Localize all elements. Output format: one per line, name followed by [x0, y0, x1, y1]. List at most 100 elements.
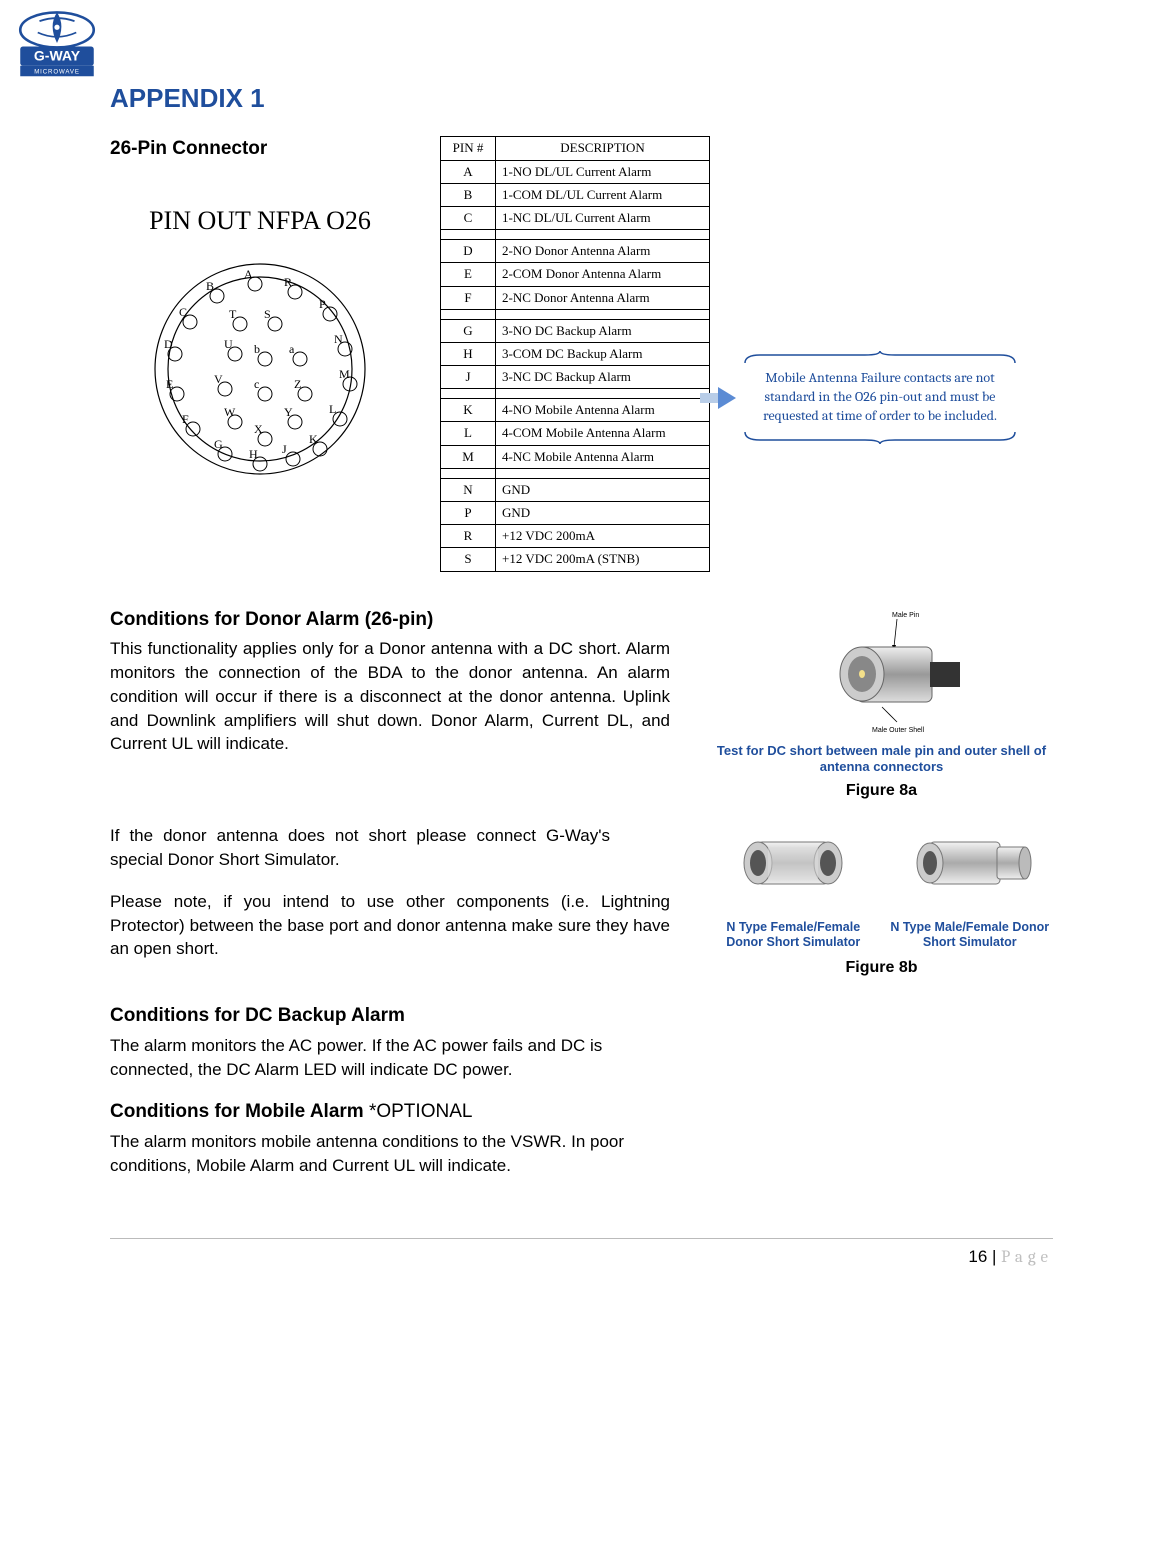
- desc-cell: 1-COM DL/UL Current Alarm: [496, 183, 710, 206]
- desc-cell: GND: [496, 502, 710, 525]
- desc-cell: 4-NO Mobile Antenna Alarm: [496, 399, 710, 422]
- pin-label: P: [319, 297, 326, 311]
- pin-label: C: [179, 305, 187, 319]
- pin-cell: D: [441, 240, 496, 263]
- table-row: S+12 VDC 200mA (STNB): [441, 548, 710, 571]
- mobile-alarm-heading: Conditions for Mobile Alarm *OPTIONAL: [110, 1099, 630, 1126]
- svg-text:Male Pin: Male Pin: [892, 612, 919, 619]
- figure-8a-caption: Test for DC short between male pin and o…: [710, 743, 1053, 777]
- pin-label: A: [244, 267, 253, 281]
- pinout-block: 26-Pin Connector PIN OUT NFPA O26 ARBPCT…: [110, 136, 410, 484]
- simulator-ff-label: N Type Female/Female Donor Short Simulat…: [710, 920, 877, 951]
- desc-cell: 1-NO DL/UL Current Alarm: [496, 160, 710, 183]
- callout-arrow-icon: [700, 383, 736, 413]
- mobile-alarm-heading-text: Conditions for Mobile Alarm: [110, 1101, 364, 1122]
- company-logo: G-WAY MICROWAVE: [12, 8, 102, 85]
- table-row: C1-NC DL/UL Current Alarm: [441, 206, 710, 229]
- pin-cell: K: [441, 399, 496, 422]
- desc-cell: 3-NO DC Backup Alarm: [496, 319, 710, 342]
- pin-label: J: [282, 442, 287, 456]
- page-number: 16: [968, 1247, 987, 1266]
- pin-cell: G: [441, 319, 496, 342]
- svg-text:G-WAY: G-WAY: [34, 48, 81, 64]
- pin-table: PIN # DESCRIPTION A1-NO DL/UL Current Al…: [440, 136, 710, 571]
- pin-cell: J: [441, 366, 496, 389]
- page-sep: |: [987, 1247, 1001, 1266]
- desc-cell: +12 VDC 200mA (STNB): [496, 548, 710, 571]
- pin-table-header-pin: PIN #: [441, 137, 496, 160]
- desc-cell: 4-NC Mobile Antenna Alarm: [496, 445, 710, 468]
- table-row: B1-COM DL/UL Current Alarm: [441, 183, 710, 206]
- pin-cell: P: [441, 502, 496, 525]
- pin-label: K: [309, 432, 318, 446]
- pin-table-header-desc: DESCRIPTION: [496, 137, 710, 160]
- donor-alarm-body: This functionality applies only for a Do…: [110, 637, 670, 756]
- donor-alarm-body3: Please note, if you intend to use other …: [110, 890, 670, 961]
- desc-cell: 3-COM DC Backup Alarm: [496, 342, 710, 365]
- pin-label: H: [249, 447, 258, 461]
- page-footer: 16 | Page: [110, 1238, 1053, 1270]
- desc-cell: GND: [496, 478, 710, 501]
- connector-subtitle: 26-Pin Connector: [110, 136, 410, 163]
- desc-cell: 1-NC DL/UL Current Alarm: [496, 206, 710, 229]
- donor-alarm-heading: Conditions for Donor Alarm (26-pin): [110, 607, 670, 634]
- table-separator: [441, 230, 710, 240]
- pin-label: E: [166, 377, 173, 391]
- page-word: Page: [1001, 1248, 1053, 1267]
- callout: Mobile Antenna Failure contacts are not …: [740, 351, 1020, 444]
- table-row: PGND: [441, 502, 710, 525]
- dc-backup-heading: Conditions for DC Backup Alarm: [110, 1003, 630, 1030]
- brace-bottom-icon: [740, 430, 1020, 444]
- connector-diagram: ARBPCTSUNDbaVMEcZWYLFXGKHJ: [145, 254, 375, 484]
- pin-label: Z: [294, 377, 301, 391]
- pin-cell: E: [441, 263, 496, 286]
- table-row: K4-NO Mobile Antenna Alarm: [441, 399, 710, 422]
- pin-label: a: [289, 342, 295, 356]
- pin-cell: A: [441, 160, 496, 183]
- table-row: H3-COM DC Backup Alarm: [441, 342, 710, 365]
- table-separator: [441, 468, 710, 478]
- pinout-title: PIN OUT NFPA O26: [110, 203, 410, 239]
- figure-8b-images: [710, 817, 1053, 914]
- simulator-mf-image: [905, 817, 1035, 907]
- pin-label: U: [224, 337, 233, 351]
- desc-cell: 2-COM Donor Antenna Alarm: [496, 263, 710, 286]
- table-row: D2-NO Donor Antenna Alarm: [441, 240, 710, 263]
- table-row: NGND: [441, 478, 710, 501]
- pin-cell: B: [441, 183, 496, 206]
- appendix-title: APPENDIX 1: [110, 80, 1053, 116]
- figure-8a-label: Figure 8a: [710, 780, 1053, 802]
- pin-hole: [258, 352, 272, 366]
- pin-label: R: [284, 275, 292, 289]
- pin-cell: N: [441, 478, 496, 501]
- pin-cell: F: [441, 286, 496, 309]
- pin-label: D: [164, 337, 173, 351]
- pin-cell: M: [441, 445, 496, 468]
- table-row: J3-NC DC Backup Alarm: [441, 366, 710, 389]
- simulator-mf-label: N Type Male/Female Donor Short Simulator: [887, 920, 1054, 951]
- pin-label: S: [264, 307, 271, 321]
- pin-cell: S: [441, 548, 496, 571]
- table-row: M4-NC Mobile Antenna Alarm: [441, 445, 710, 468]
- pin-hole: [293, 352, 307, 366]
- svg-text:MICROWAVE: MICROWAVE: [34, 69, 80, 76]
- table-row: R+12 VDC 200mA: [441, 525, 710, 548]
- table-row: E2-COM Donor Antenna Alarm: [441, 263, 710, 286]
- desc-cell: 4-COM Mobile Antenna Alarm: [496, 422, 710, 445]
- svg-text:Male Outer Shell: Male Outer Shell: [872, 727, 925, 734]
- figure-8b-label: Figure 8b: [710, 957, 1053, 979]
- desc-cell: 3-NC DC Backup Alarm: [496, 366, 710, 389]
- pin-label: X: [254, 422, 263, 436]
- table-row: A1-NO DL/UL Current Alarm: [441, 160, 710, 183]
- pin-hole: [258, 387, 272, 401]
- pin-label: Y: [284, 405, 293, 419]
- pin-label: V: [214, 372, 223, 386]
- pin-label: N: [334, 332, 343, 346]
- pin-label: c: [254, 377, 259, 391]
- pin-cell: C: [441, 206, 496, 229]
- donor-alarm-body2: If the donor antenna does not short plea…: [110, 824, 610, 872]
- pin-label: T: [229, 307, 237, 321]
- desc-cell: 2-NC Donor Antenna Alarm: [496, 286, 710, 309]
- simulator-ff-image: [728, 817, 858, 907]
- table-separator: [441, 389, 710, 399]
